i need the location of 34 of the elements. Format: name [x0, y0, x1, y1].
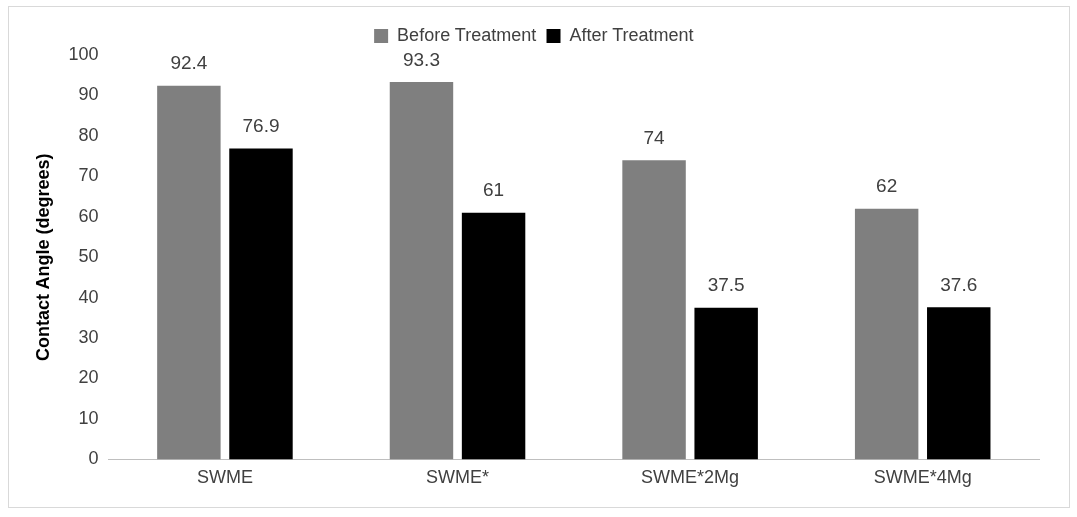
data-label: 62	[876, 175, 898, 197]
legend-label: Before Treatment	[397, 24, 537, 45]
y-tick-label: 70	[78, 165, 99, 186]
bar	[694, 307, 758, 460]
y-tick-label: 60	[78, 205, 99, 226]
data-label: 37.6	[940, 274, 978, 296]
bar	[854, 208, 919, 460]
y-tick-label: 10	[78, 407, 99, 428]
y-axis-title: Contact Angle (degrees)	[32, 153, 53, 361]
legend-label: After Treatment	[569, 24, 694, 45]
bar	[622, 160, 686, 460]
bar	[229, 148, 293, 460]
y-tick-label: 100	[68, 43, 99, 64]
y-tick-label: 30	[78, 327, 99, 348]
y-tick-label: 90	[78, 84, 99, 105]
data-label: 37.5	[707, 274, 745, 296]
data-label: 61	[483, 179, 505, 201]
y-tick-label: 0	[88, 448, 99, 469]
x-tick-label: SWME*2Mg	[641, 467, 740, 488]
y-tick-label: 80	[78, 124, 99, 145]
x-tick-label: SWME	[196, 467, 253, 488]
data-label: 92.4	[170, 52, 208, 74]
y-tick-label: 20	[78, 367, 99, 388]
y-tick-label: 50	[78, 246, 99, 267]
bar	[389, 82, 454, 460]
bar	[927, 307, 991, 460]
data-label: 93.3	[402, 48, 440, 70]
bar	[461, 212, 526, 460]
y-tick-label: 40	[78, 286, 99, 307]
data-label: 76.9	[242, 115, 280, 137]
data-label: 74	[643, 126, 666, 148]
bar	[157, 85, 221, 460]
x-tick-label: SWME*4Mg	[873, 467, 972, 488]
x-tick-label: SWME*	[426, 467, 490, 488]
